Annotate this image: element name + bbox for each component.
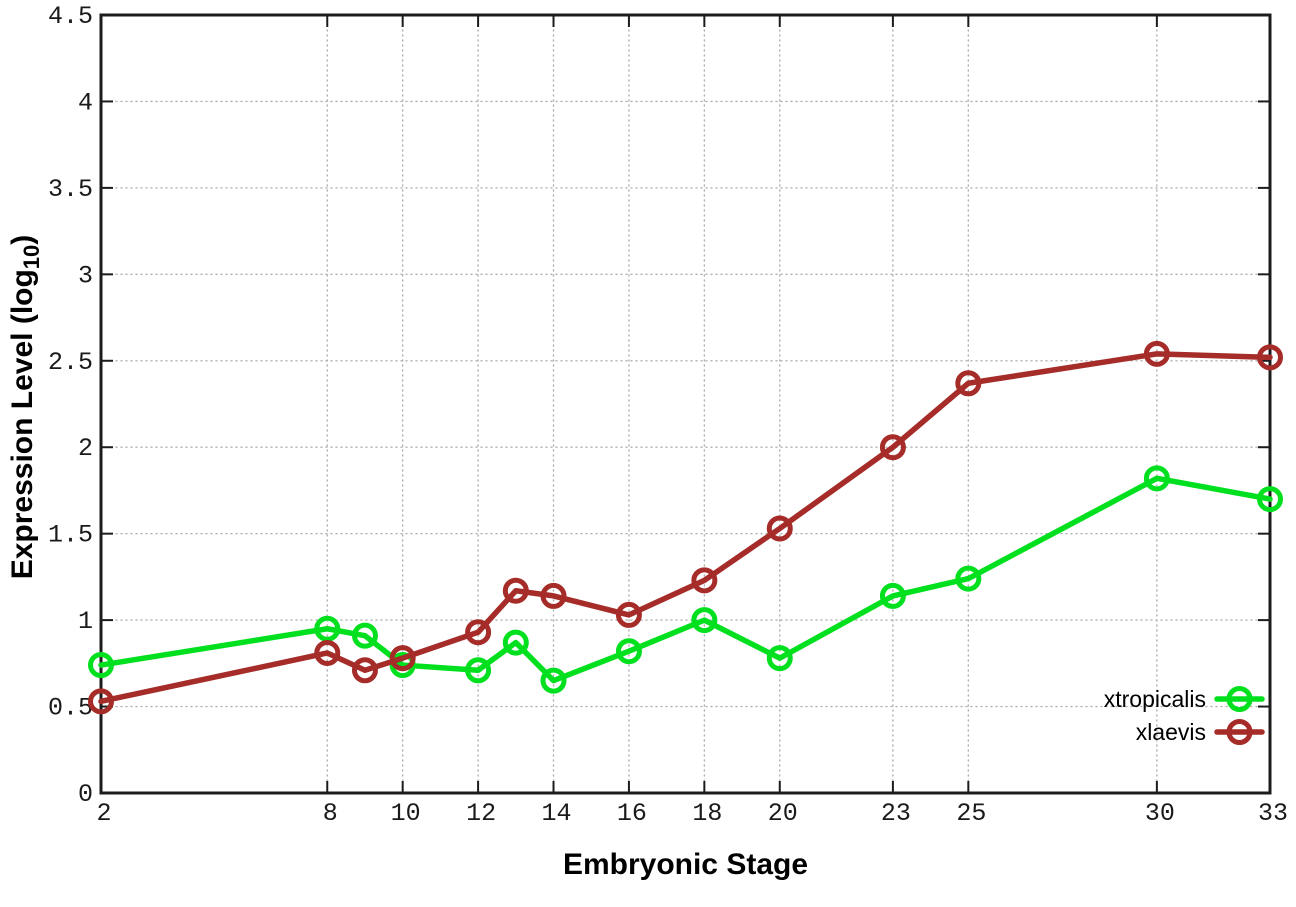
x-axis-title: Embryonic Stage xyxy=(563,848,808,881)
y-tick-label: 2 xyxy=(78,434,93,463)
y-tick-label: 1 xyxy=(78,607,93,636)
y-tick-label: 4 xyxy=(78,88,93,117)
data-point-xtropicalis xyxy=(1257,486,1283,513)
x-tick-label: 33 xyxy=(1258,799,1288,828)
x-tick-label: 2 xyxy=(96,799,111,828)
data-point-xtropicalis xyxy=(1143,465,1170,492)
data-point-xtropicalis xyxy=(691,607,718,634)
data-point-xtropicalis xyxy=(955,565,982,592)
x-tick-label: 8 xyxy=(323,799,338,828)
data-point-xlaevis xyxy=(1143,340,1170,367)
x-tick-label: 23 xyxy=(881,799,911,828)
y-tick-label: 0 xyxy=(78,780,93,809)
data-point-xtropicalis xyxy=(502,629,529,656)
x-tick-label: 30 xyxy=(1145,799,1175,828)
legend-sample-marker-xtropicalis xyxy=(1226,686,1253,712)
data-point-xtropicalis xyxy=(314,615,341,642)
data-point-xlaevis xyxy=(879,434,906,461)
x-tick-label: 25 xyxy=(956,799,986,828)
y-axis-title: Expression Level (log10) xyxy=(6,235,44,580)
y-tick-label: 3 xyxy=(78,261,93,290)
plot-border xyxy=(99,13,1272,795)
x-tick-label: 16 xyxy=(617,799,647,828)
y-tick-label: 0.5 xyxy=(48,694,93,723)
x-tick-label: 20 xyxy=(768,799,798,828)
data-point-xlaevis xyxy=(691,567,718,594)
data-point-xlaevis xyxy=(766,515,793,542)
x-tick-label: 12 xyxy=(466,799,496,828)
data-point-xtropicalis xyxy=(465,657,492,684)
data-point-xtropicalis xyxy=(351,622,378,649)
legend-label-xlaevis: xlaevis xyxy=(1136,719,1206,745)
data-point-xtropicalis xyxy=(766,645,793,672)
data-point-xtropicalis xyxy=(615,638,642,665)
legend-label-xtropicalis: xtropicalis xyxy=(1104,686,1206,712)
y-tick-label: 1.5 xyxy=(48,521,93,550)
series-line-xtropicalis xyxy=(98,475,1273,684)
data-point-xlaevis xyxy=(351,657,378,684)
data-point-xtropicalis xyxy=(540,667,567,694)
x-tick-label: 18 xyxy=(692,799,722,828)
data-point-xlaevis xyxy=(955,370,982,397)
legend-sample-marker-xlaevis xyxy=(1226,719,1253,745)
x-tick-label: 10 xyxy=(391,799,421,828)
data-point-xtropicalis xyxy=(879,582,906,609)
data-point-xlaevis xyxy=(502,577,529,604)
data-point-xlaevis xyxy=(615,601,642,628)
data-point-xlaevis xyxy=(1257,344,1283,371)
data-point-xtropicalis xyxy=(88,652,114,679)
series-line-xlaevis xyxy=(98,351,1273,705)
y-tick-label: 3.5 xyxy=(48,175,93,204)
y-tick-label: 4.5 xyxy=(48,2,93,31)
data-point-xlaevis xyxy=(540,582,567,609)
x-tick-label: 14 xyxy=(542,799,572,828)
data-point-xlaevis xyxy=(465,619,492,646)
data-point-xlaevis xyxy=(389,645,416,672)
y-tick-label: 2.5 xyxy=(48,348,93,377)
data-point-xlaevis xyxy=(88,688,114,715)
data-point-xlaevis xyxy=(314,639,341,666)
